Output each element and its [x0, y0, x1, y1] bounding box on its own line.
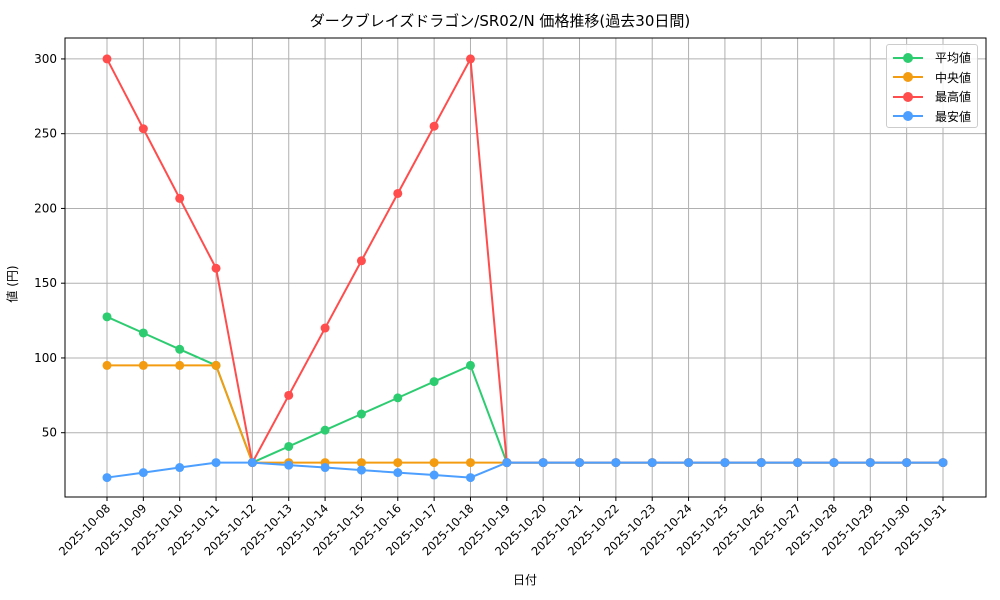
data-point	[138, 328, 148, 338]
data-point	[720, 458, 730, 468]
data-point	[356, 458, 366, 468]
data-point	[175, 360, 185, 370]
data-point	[829, 458, 839, 468]
data-point	[102, 54, 112, 64]
legend-label: 中央値	[935, 70, 972, 85]
y-tick-label: 300	[34, 52, 57, 66]
data-point	[465, 473, 475, 483]
data-point	[102, 360, 112, 370]
data-point	[393, 393, 403, 403]
data-point	[393, 458, 403, 468]
data-point	[465, 54, 475, 64]
y-tick-label: 250	[34, 127, 57, 141]
data-point	[211, 263, 221, 273]
legend: 平均値 中央値 最高値 最安値	[886, 44, 978, 128]
data-point	[865, 458, 875, 468]
data-point	[284, 390, 294, 400]
data-point	[320, 425, 330, 435]
data-point	[102, 312, 112, 322]
data-point	[247, 458, 257, 468]
data-point	[356, 465, 366, 475]
legend-label: 最安値	[935, 109, 972, 124]
data-point	[138, 124, 148, 134]
data-point	[284, 441, 294, 451]
data-point	[211, 458, 221, 468]
data-point	[429, 121, 439, 131]
data-point	[465, 458, 475, 468]
chart-title: ダークブレイズドラゴン/SR02/N 価格推移(過去30日間)	[309, 12, 691, 30]
data-point	[611, 458, 621, 468]
data-point	[465, 360, 475, 370]
data-point	[175, 463, 185, 473]
legend-marker-icon	[893, 91, 923, 102]
data-point	[429, 458, 439, 468]
data-point	[175, 193, 185, 203]
data-point	[393, 468, 403, 478]
y-tick-label: 150	[34, 276, 57, 290]
data-point	[938, 458, 948, 468]
legend-item-median: 中央値	[893, 68, 971, 88]
data-point	[320, 323, 330, 333]
data-point	[647, 458, 657, 468]
series-line	[106, 315, 943, 464]
data-point	[393, 188, 403, 198]
data-point	[756, 458, 766, 468]
x-axis-label: 日付	[512, 573, 537, 587]
data-point	[356, 409, 366, 419]
series-line	[106, 461, 943, 479]
legend-label: 平均値	[935, 51, 972, 66]
data-point	[902, 458, 912, 468]
data-point	[102, 473, 112, 483]
data-point	[211, 360, 221, 370]
legend-label: 最高値	[935, 90, 972, 105]
y-tick-label: 200	[34, 201, 57, 215]
data-point	[429, 377, 439, 387]
series-line	[106, 55, 943, 466]
legend-item-min: 最安値	[893, 107, 971, 127]
y-tick-label: 50	[42, 426, 57, 440]
data-point	[429, 470, 439, 480]
legend-item-average: 平均値	[893, 48, 971, 68]
data-point	[502, 458, 512, 468]
data-point	[684, 458, 694, 468]
data-point	[575, 458, 585, 468]
data-point	[356, 256, 366, 266]
plot-frame	[64, 37, 987, 498]
data-point	[320, 463, 330, 473]
y-tick-label: 100	[34, 351, 57, 365]
legend-marker-icon	[893, 72, 923, 83]
legend-marker-icon	[893, 111, 923, 122]
legend-marker-icon	[893, 52, 923, 63]
y-axis-label: 値 (円)	[5, 265, 20, 303]
series-line	[107, 364, 943, 464]
data-point	[793, 458, 803, 468]
legend-item-max: 最高値	[893, 87, 971, 107]
data-point	[538, 458, 548, 468]
data-point	[138, 360, 148, 370]
data-point	[138, 468, 148, 478]
data-point	[175, 344, 185, 354]
data-point	[284, 460, 294, 470]
